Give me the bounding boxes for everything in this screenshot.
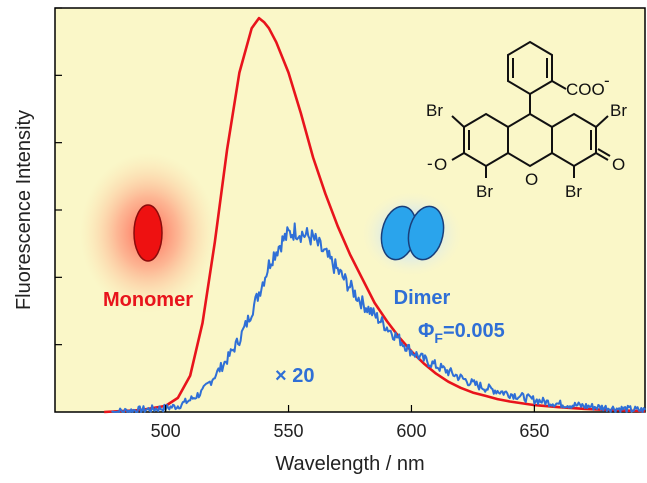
br-label-top-right: Br: [610, 101, 627, 120]
br-label-top-left: Br: [426, 101, 443, 120]
o-minus-charge: -: [427, 154, 433, 173]
br-bond-top-right: [595, 115, 609, 128]
o-minus-label: O: [434, 155, 447, 174]
o-minus-bond: [451, 152, 465, 161]
carbonyl-double-bond: [597, 148, 611, 157]
x-tick-label: 550: [274, 421, 304, 441]
x-tick-label: 650: [519, 421, 549, 441]
dimer-marker-right: [407, 205, 445, 261]
carboxylate-charge: -: [604, 71, 610, 90]
x-ticks: 500 550 600 650: [151, 405, 549, 441]
series-line-dimer: [111, 222, 646, 413]
series-line-monomer: [104, 16, 646, 414]
carbonyl-bond: [595, 152, 609, 161]
quantum-yield-label: ΦF=0.005: [418, 320, 505, 346]
series-layer: [104, 16, 646, 414]
carboxylate-bond: [551, 80, 567, 90]
dimer-label: Dimer: [394, 287, 451, 309]
y-axis-label: Fluorescence Intensity: [13, 110, 35, 310]
phi-value: =0.005: [443, 320, 505, 342]
phi-subscript: F: [434, 330, 443, 346]
chemical-structure: [451, 40, 611, 178]
br-label-bottom-right: Br: [565, 182, 582, 201]
carbonyl-oxygen-label: O: [612, 155, 625, 174]
br-label-bottom-left: Br: [476, 182, 493, 201]
phi-symbol: Φ: [418, 320, 434, 342]
x-tick-label: 500: [151, 421, 181, 441]
x-tick-label: 600: [396, 421, 426, 441]
x-axis-label: Wavelength / nm: [275, 453, 424, 475]
y-ticks: [55, 7, 62, 346]
structure-labels: COO - Br Br - O O O Br Br: [426, 71, 627, 201]
carboxylate-label: COO: [566, 80, 605, 99]
monomer-label: Monomer: [103, 289, 193, 311]
scale-factor-label: × 20: [275, 365, 314, 387]
ring-oxygen-label: O: [525, 170, 538, 189]
monomer-marker: [133, 204, 163, 262]
br-bond-top-left: [451, 115, 465, 128]
